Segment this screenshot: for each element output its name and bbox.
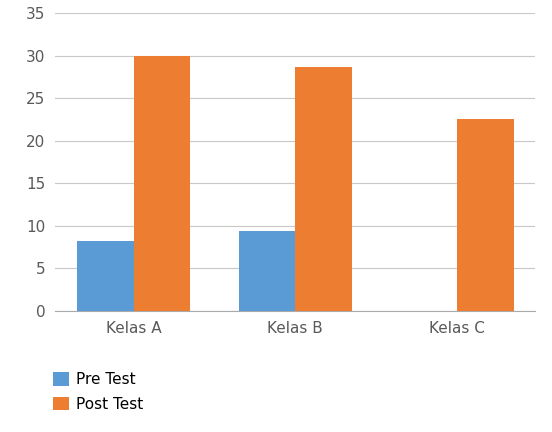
- Bar: [295, 67, 352, 311]
- Bar: [134, 56, 190, 311]
- Bar: [457, 119, 513, 311]
- Legend: Pre Test, Post Test: Pre Test, Post Test: [53, 372, 144, 412]
- Bar: [238, 231, 295, 311]
- Bar: [77, 241, 134, 311]
